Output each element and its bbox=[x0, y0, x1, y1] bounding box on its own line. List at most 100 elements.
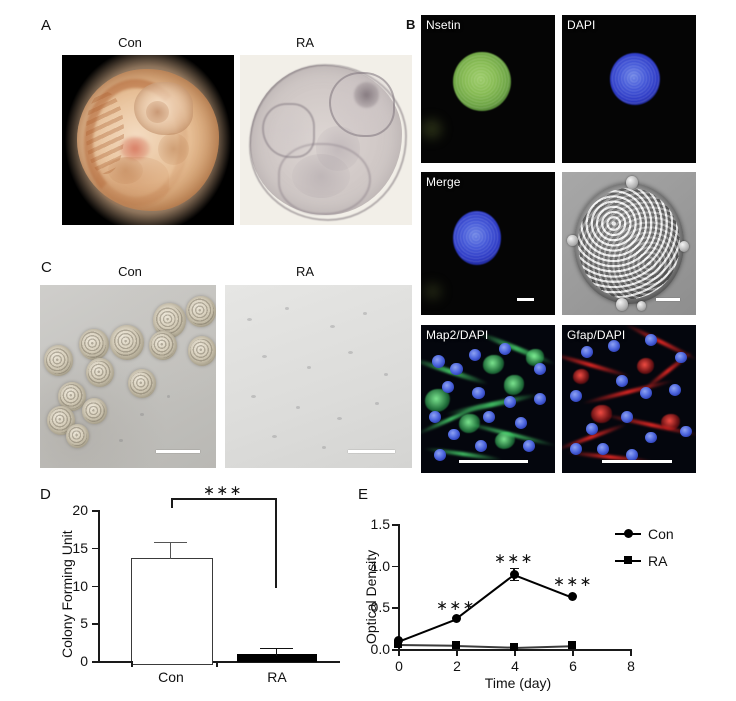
nucleus bbox=[482, 410, 495, 423]
scale-bar bbox=[156, 449, 201, 453]
debris bbox=[284, 306, 289, 310]
e-ra-point-day0 bbox=[394, 640, 402, 648]
gfap-soma bbox=[591, 404, 612, 423]
nucleus bbox=[626, 449, 639, 462]
brightfield-bud bbox=[615, 297, 628, 311]
scale-bar bbox=[458, 459, 529, 463]
debris bbox=[348, 350, 354, 354]
e-significance-day4: ∗∗∗ bbox=[494, 550, 534, 566]
fluorescence-label-merge: Merge bbox=[426, 175, 461, 189]
d-ytick-10 bbox=[92, 585, 98, 588]
d-ylabel-15: 15 bbox=[72, 540, 88, 556]
e-xlabel-0: 0 bbox=[395, 658, 403, 674]
bar-ra bbox=[237, 654, 317, 662]
errorbar-con-cap bbox=[154, 541, 187, 543]
d-xlabel-con: Con bbox=[158, 669, 184, 685]
d-ylabel-10: 10 bbox=[72, 577, 88, 594]
nucleus bbox=[431, 354, 446, 368]
nestin-sphere bbox=[453, 52, 511, 112]
d-x-axis bbox=[98, 661, 340, 663]
scale-bar bbox=[517, 297, 534, 301]
panel-c-caption-con: Con bbox=[118, 264, 142, 279]
panel-letter-c: C bbox=[41, 259, 52, 276]
nucleus bbox=[429, 410, 442, 423]
neurosphere bbox=[82, 398, 107, 425]
neurosphere bbox=[186, 295, 216, 328]
debris bbox=[363, 312, 368, 316]
legend-label-ra: RA bbox=[648, 553, 668, 569]
nucleus bbox=[674, 351, 687, 364]
e-xtick-2 bbox=[456, 649, 458, 656]
d-ylabel-0: 0 bbox=[80, 653, 88, 669]
e-xtick-4 bbox=[514, 649, 516, 656]
legend-con-marker bbox=[623, 528, 633, 538]
e-con-point-day4 bbox=[509, 569, 519, 579]
d-ytick-5 bbox=[92, 623, 98, 625]
d-sig-bracket-right bbox=[275, 498, 277, 588]
e-xtick-8 bbox=[630, 649, 632, 656]
embryo-control-neural-tube bbox=[84, 78, 189, 206]
debris bbox=[251, 394, 257, 398]
gfap-fiber bbox=[581, 378, 674, 406]
neurosphere bbox=[128, 369, 157, 399]
fluorescence-label-dapi: DAPI bbox=[567, 18, 596, 32]
d-sig-bracket-left bbox=[171, 498, 173, 508]
panel-a-caption-ra: RA bbox=[295, 35, 315, 50]
nucleus bbox=[607, 339, 620, 352]
culture-image-ra bbox=[225, 285, 412, 468]
nucleus bbox=[533, 363, 546, 376]
nucleus bbox=[498, 342, 511, 355]
brightfield-bud bbox=[678, 240, 690, 253]
neurosphere bbox=[43, 345, 74, 377]
fluorescence-gfap-dapi: Gfap/DAPI bbox=[562, 325, 696, 473]
neurosphere bbox=[47, 405, 76, 436]
scale-bar bbox=[602, 459, 672, 463]
debris bbox=[119, 438, 124, 442]
embryo-ra-tail bbox=[277, 143, 372, 216]
nucleus bbox=[450, 363, 463, 376]
debris bbox=[383, 372, 388, 376]
brightfield-neurosphere bbox=[562, 172, 696, 315]
fluorescence-label-gfap: Gfap/DAPI bbox=[567, 328, 626, 342]
nucleus bbox=[442, 381, 455, 394]
debris bbox=[140, 413, 145, 417]
brightfield-bud bbox=[626, 176, 639, 190]
e-significance-day6: ∗∗∗ bbox=[553, 573, 593, 589]
panel-letter-a: A bbox=[41, 17, 52, 34]
nucleus bbox=[447, 428, 460, 441]
brightfield-cells bbox=[578, 188, 680, 299]
culture-ra-field bbox=[225, 285, 412, 468]
fluorescence-merge: Merge bbox=[421, 172, 555, 315]
brightfield-bud bbox=[567, 234, 579, 247]
e-xtick-0 bbox=[398, 649, 400, 656]
panel-letter-b: B bbox=[406, 17, 416, 32]
e-xlabel-2: 2 bbox=[453, 658, 461, 674]
d-ytick-20 bbox=[92, 510, 98, 512]
brightfield-bud bbox=[637, 300, 647, 311]
e-ylabel-1_0: 1.0 bbox=[370, 557, 390, 574]
embryo-ra-limb bbox=[262, 102, 315, 158]
e-ra-segment bbox=[397, 644, 457, 647]
e-ra-segment bbox=[513, 644, 572, 648]
nucleus bbox=[615, 375, 628, 388]
e-ytick-1_5 bbox=[392, 524, 398, 526]
debris bbox=[374, 402, 379, 406]
brightfield-sphere bbox=[574, 183, 684, 304]
nucleus bbox=[570, 443, 583, 456]
errorbar-con-line bbox=[170, 541, 172, 559]
nucleus bbox=[586, 422, 599, 435]
e-ra-segment bbox=[455, 644, 514, 649]
embryo-ra-eye bbox=[353, 82, 380, 108]
panel-a-caption-con: Con bbox=[118, 35, 142, 50]
errorbar-ra-cap bbox=[260, 647, 293, 649]
embryo-image-ra bbox=[240, 55, 412, 225]
debris bbox=[307, 365, 312, 369]
nucleus bbox=[570, 390, 583, 402]
embryo-control-field bbox=[62, 55, 234, 225]
e-xlabel-4: 4 bbox=[511, 658, 519, 674]
debris bbox=[337, 416, 343, 420]
e-con-point-day6 bbox=[567, 592, 577, 601]
e-ra-point-day4 bbox=[510, 642, 518, 651]
nucleus bbox=[580, 345, 593, 358]
